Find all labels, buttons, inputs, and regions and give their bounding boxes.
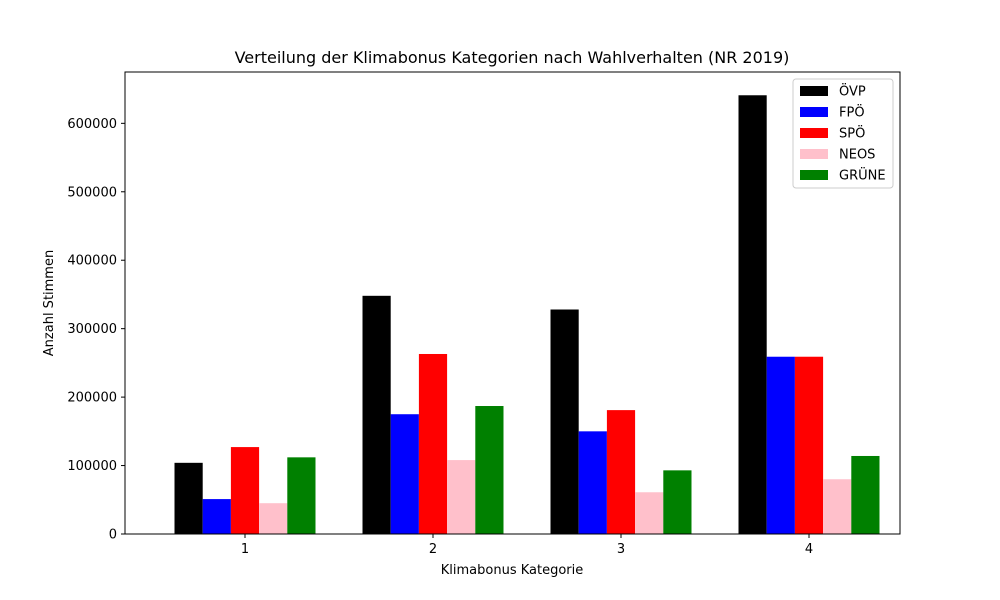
y-tick-label: 100000 <box>67 459 117 474</box>
bar-grüne-cat-4 <box>851 455 880 534</box>
bar-spö-cat-3 <box>606 410 636 534</box>
bar-spö-cat-1 <box>230 447 260 534</box>
x-tick-label: 1 <box>241 542 249 557</box>
bar-fpö-cat-3 <box>578 431 607 534</box>
bar-neos-cat-1 <box>259 503 288 534</box>
bar-fpö-cat-2 <box>390 414 419 534</box>
x-tick-label: 4 <box>805 542 813 557</box>
y-tick-label: 300000 <box>67 322 117 337</box>
legend-swatch-fpö <box>800 107 828 117</box>
bar-grüne-cat-1 <box>287 457 316 534</box>
legend-swatch-spö <box>800 128 828 138</box>
bar-neos-cat-3 <box>635 492 664 534</box>
bar-fpö-cat-4 <box>766 356 795 534</box>
x-tick-label: 3 <box>617 542 625 557</box>
legend-label-fpö: FPÖ <box>839 104 865 121</box>
bar-neos-cat-2 <box>447 460 476 534</box>
legend-label-neos: NEOS <box>839 148 875 163</box>
bars-group <box>174 95 880 535</box>
x-axis-ticks: 1 2 3 4 <box>241 534 813 557</box>
x-tick-label: 2 <box>429 542 437 557</box>
bar-spö-cat-4 <box>794 356 824 534</box>
legend-label-spö: SPÖ <box>839 125 865 142</box>
legend: ÖVP FPÖ SPÖ NEOS GRÜNE <box>792 78 894 189</box>
chart-title: Verteilung der Klimabonus Kategorien nac… <box>235 48 790 67</box>
y-axis-ticks: 0 100000 200000 300000 400000 500000 600000 <box>67 117 125 543</box>
bar-övp-cat-4 <box>738 95 767 535</box>
bar-fpö-cat-1 <box>202 499 231 534</box>
bar-spö-cat-2 <box>418 353 448 534</box>
bar-grüne-cat-3 <box>663 470 692 534</box>
y-tick-label: 400000 <box>67 254 117 269</box>
legend-frame <box>792 78 894 189</box>
legend-label-övp: ÖVP <box>839 83 866 100</box>
y-tick-label: 500000 <box>67 185 117 200</box>
bar-övp-cat-2 <box>362 295 391 534</box>
legend-label-grüne: GRÜNE <box>839 167 886 184</box>
bar-övp-cat-1 <box>174 462 203 534</box>
legend-swatch-grüne <box>800 170 828 180</box>
bar-övp-cat-3 <box>550 309 579 534</box>
y-tick-label: 0 <box>109 528 117 543</box>
plot-frame <box>124 71 901 535</box>
legend-swatch-övp <box>800 86 828 96</box>
bar-neos-cat-4 <box>823 479 852 534</box>
y-tick-label: 200000 <box>67 391 117 406</box>
legend-swatch-neos <box>800 149 828 159</box>
bar-grüne-cat-2 <box>475 406 504 534</box>
y-axis-label: Anzahl Stimmen <box>42 250 57 356</box>
x-axis-label: Klimabonus Kategorie <box>441 563 584 578</box>
y-tick-label: 600000 <box>67 117 117 132</box>
